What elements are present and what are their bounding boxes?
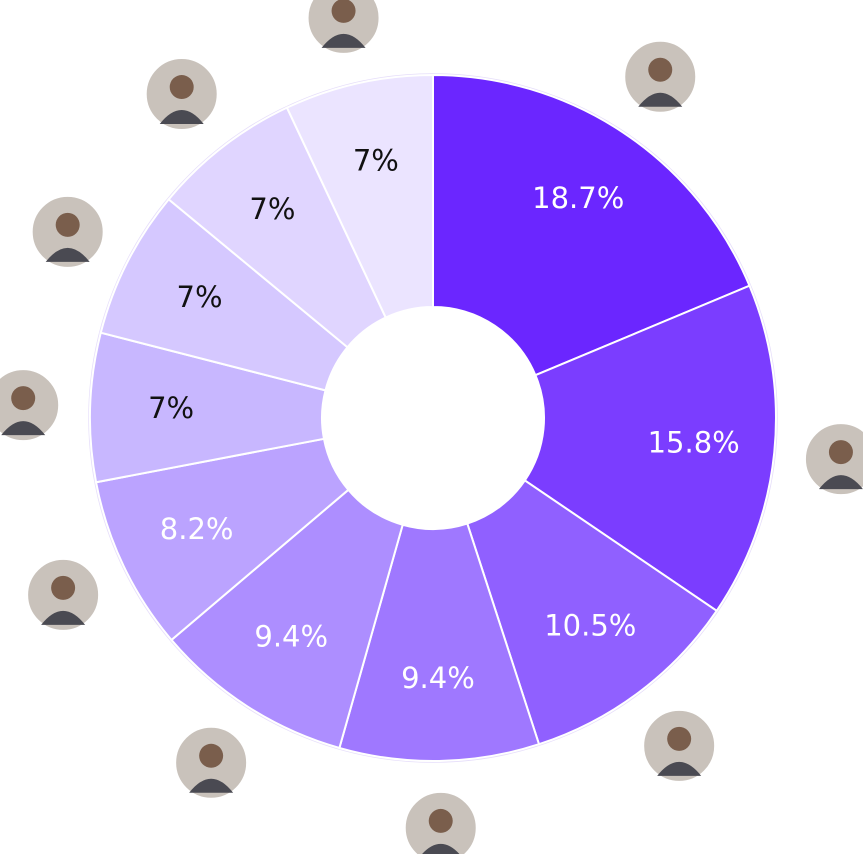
slice-label: 8.2% bbox=[160, 512, 234, 546]
avatar bbox=[643, 710, 715, 782]
slice-label: 7% bbox=[177, 280, 223, 314]
slice-label: 9.4% bbox=[401, 661, 475, 695]
slice-label: 10.5% bbox=[544, 609, 636, 643]
avatar-head bbox=[648, 58, 672, 82]
avatar-head bbox=[667, 727, 691, 751]
avatar bbox=[146, 58, 218, 130]
avatar bbox=[27, 559, 99, 631]
avatar bbox=[0, 369, 59, 441]
chart: 18.7% 15.8% 10.5% 9.4% 9.4% 8.2% 7% 7% 7% 7% bbox=[0, 0, 863, 854]
slice-label: 15.8% bbox=[648, 425, 740, 459]
avatar-head bbox=[11, 386, 35, 410]
avatar-head bbox=[332, 0, 356, 23]
avatar bbox=[805, 423, 863, 495]
avatar-head bbox=[51, 576, 75, 600]
avatar-head bbox=[56, 213, 80, 237]
avatar-head bbox=[429, 809, 453, 833]
avatar bbox=[32, 196, 104, 268]
slice-label: 18.7% bbox=[532, 181, 624, 215]
avatar-head bbox=[170, 75, 194, 99]
avatar-head bbox=[199, 744, 223, 768]
page: 18.7%15.8%10.5%9.4%9.4%8.2%7%7%7%7% (() … bbox=[0, 0, 863, 854]
slice-label: 7% bbox=[148, 391, 194, 425]
avatar bbox=[405, 792, 477, 854]
slice-label: 7% bbox=[353, 143, 399, 177]
slice-label: 9.4% bbox=[254, 619, 328, 653]
avatar bbox=[308, 0, 380, 54]
avatar-head bbox=[829, 440, 853, 464]
avatar bbox=[624, 41, 696, 113]
slice-label: 7% bbox=[249, 192, 295, 226]
avatar bbox=[175, 727, 247, 799]
